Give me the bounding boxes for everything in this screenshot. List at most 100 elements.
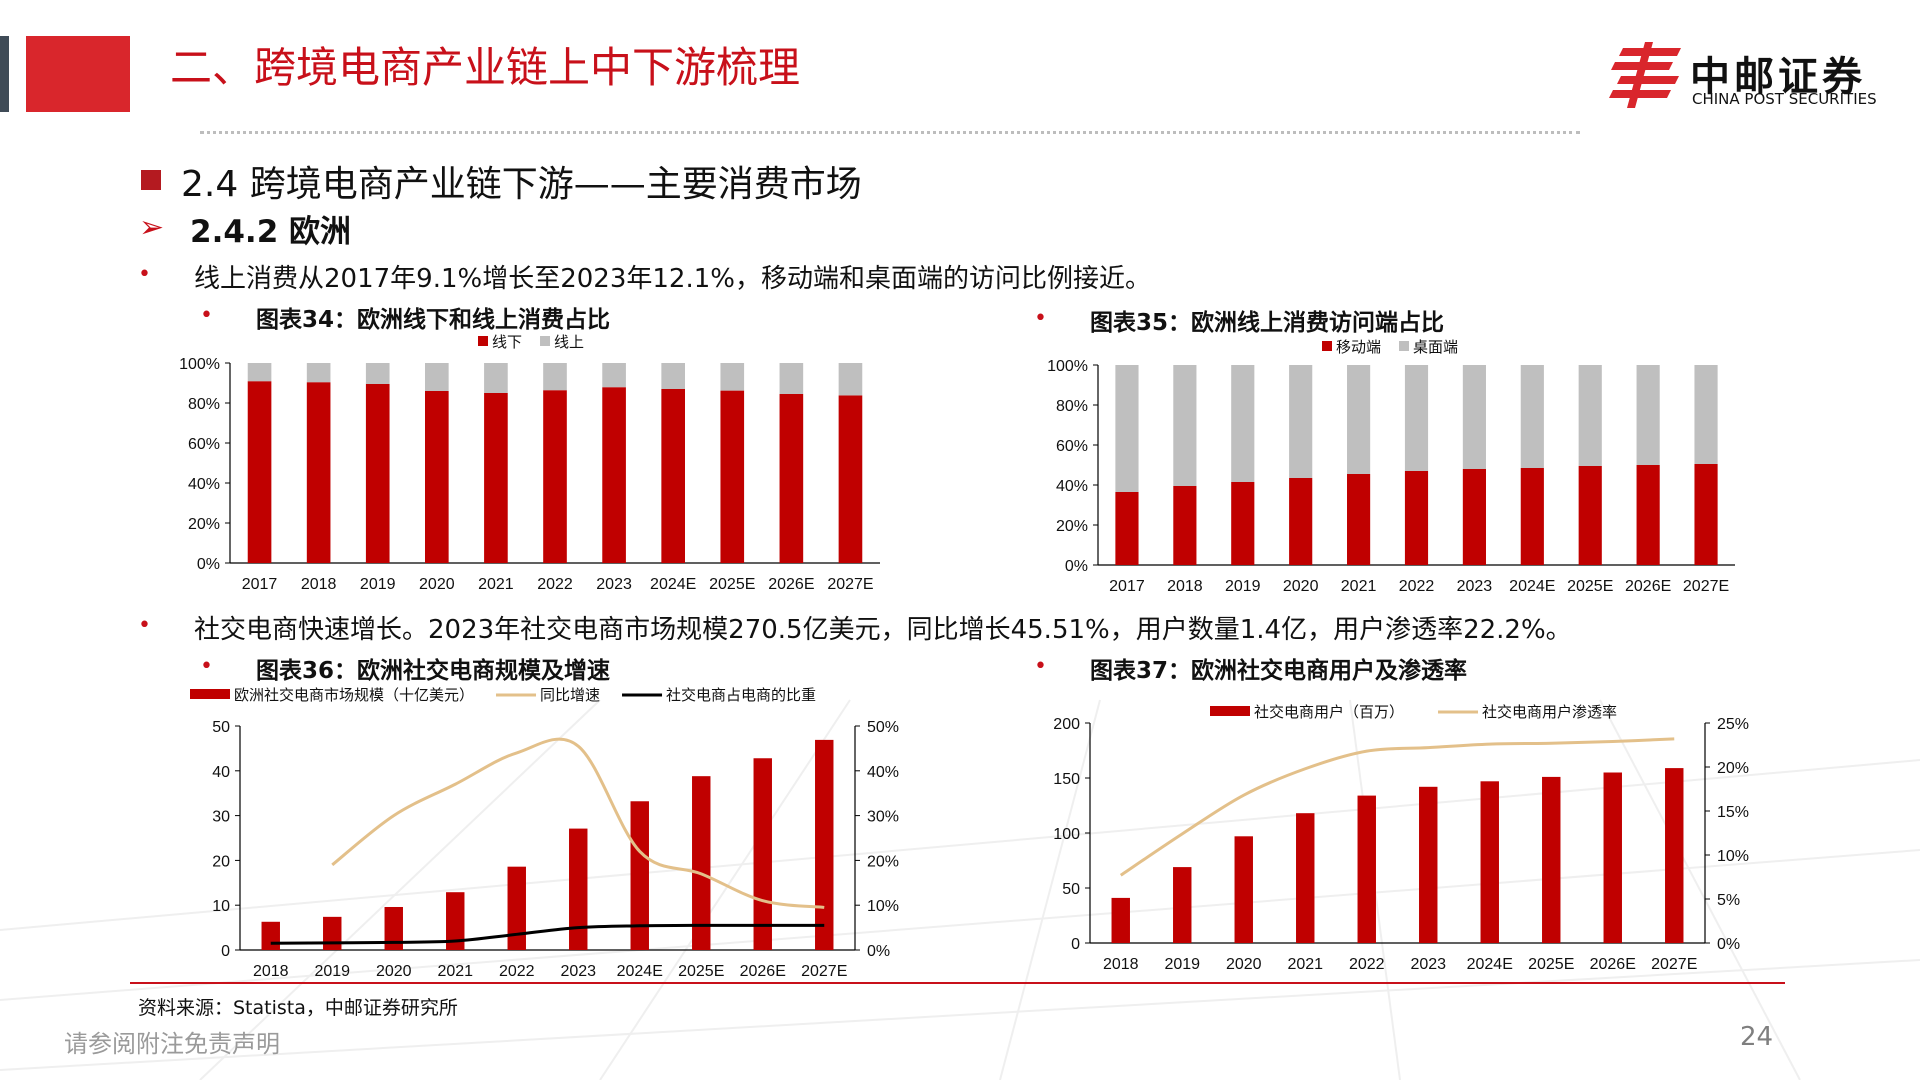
bar-2024E [1480, 781, 1499, 943]
bar-2019 [323, 916, 342, 950]
y-tick-label: 20% [188, 516, 220, 533]
bar-2027E [1665, 768, 1684, 943]
bar-1-2023 [1462, 365, 1486, 469]
x-tick-label: 2021 [437, 963, 473, 980]
x-tick-label: 2027E [827, 576, 873, 593]
x-tick-label: 2020 [419, 576, 455, 593]
x-tick-label: 2026E [1625, 578, 1671, 595]
logo-text-cn: 中邮证券 [1690, 54, 1866, 100]
bar-2025E [692, 776, 711, 950]
bar-0-2024E [1520, 468, 1544, 565]
legend-label-0: 欧洲社交电商市场规模（十亿美元） [234, 686, 474, 704]
x-tick-label: 2023 [1457, 578, 1493, 595]
bar-0-2021 [484, 393, 508, 563]
bar-2025E [1542, 776, 1561, 943]
logo-text-en: CHINA POST SECURITIES [1692, 90, 1877, 108]
y2-tick-label: 10% [867, 898, 899, 915]
legend-label-1: 桌面端 [1413, 338, 1458, 356]
y2-tick-label: 20% [867, 853, 899, 870]
section-square-icon [141, 170, 161, 190]
bullet-dot-icon: • [138, 262, 151, 287]
y-tick-label: 20% [1056, 518, 1088, 535]
x-tick-label: 2021 [1341, 578, 1377, 595]
bar-1-2017 [1115, 365, 1139, 492]
bar-2018 [1111, 897, 1130, 943]
x-tick-label: 2027E [1683, 578, 1729, 595]
x-tick-label: 2024E [617, 963, 663, 980]
x-tick-label: 2018 [301, 576, 337, 593]
y2-tick-label: 10% [1717, 848, 1749, 865]
y-tick-label: 20 [212, 853, 230, 870]
y-tick-label: 40% [1056, 478, 1088, 495]
bar-1-2019 [365, 363, 390, 384]
bullet-dot-icon: • [200, 303, 213, 328]
bar-0-2022 [543, 390, 567, 563]
y-tick-label: 0 [1071, 936, 1080, 953]
y2-tick-label: 0% [867, 943, 890, 960]
bar-2020 [384, 906, 403, 950]
x-tick-label: 2019 [314, 963, 350, 980]
x-tick-label: 2025E [1567, 578, 1613, 595]
page-number: 24 [1740, 1022, 1774, 1052]
y-tick-label: 30 [212, 809, 230, 826]
legend-swatch-0 [1210, 706, 1250, 716]
x-tick-label: 2023 [1410, 956, 1446, 973]
bar-1-2023 [602, 363, 626, 388]
bar-1-2021 [484, 363, 508, 393]
y2-tick-label: 15% [1717, 804, 1749, 821]
y-tick-label: 0% [1065, 558, 1088, 575]
x-tick-label: 2022 [537, 576, 573, 593]
bullet-dot-icon: • [138, 613, 151, 638]
legend-swatch-0 [478, 336, 488, 346]
x-tick-label: 2025E [709, 576, 755, 593]
bar-0-2017 [247, 381, 272, 563]
legend-label-0: 移动端 [1336, 338, 1381, 356]
x-tick-label: 2026E [740, 963, 786, 980]
bar-0-2025E [720, 390, 745, 563]
series-line-2 [270, 923, 825, 945]
y2-tick-label: 40% [867, 764, 899, 781]
bullet-text-2: 社交电商快速增长。2023年社交电商市场规模270.5亿美元，同比增长45.51… [194, 615, 1572, 645]
bar-0-2020 [425, 391, 449, 563]
bar-0-2018 [1173, 486, 1197, 565]
bar-0-2024E [661, 389, 685, 563]
x-tick-label: 2017 [242, 576, 278, 593]
bar-1-2021 [1347, 365, 1371, 474]
bar-2021 [446, 892, 465, 950]
y-tick-label: 40% [188, 476, 220, 493]
y-tick-label: 50 [1062, 881, 1080, 898]
bar-0-2025E [1578, 466, 1602, 565]
bar-2020 [1234, 836, 1253, 943]
china-post-logo-icon [1609, 42, 1681, 108]
bar-0-2019 [365, 384, 390, 563]
bar-2022 [1357, 795, 1376, 943]
bar-1-2017 [247, 363, 272, 382]
legend-swatch-0 [1322, 341, 1332, 351]
bar-0-2026E [779, 394, 804, 563]
slide-title: 二、跨境电商产业链上中下游梳理 [170, 43, 801, 92]
bar-0-2020 [1289, 478, 1313, 565]
x-tick-label: 2019 [360, 576, 396, 593]
arrow-bullet-icon: ➢ [139, 210, 165, 245]
y-tick-label: 40 [212, 764, 230, 781]
x-tick-label: 2026E [1590, 956, 1636, 973]
bar-1-2027E [1694, 365, 1718, 464]
y2-tick-label: 20% [1717, 760, 1749, 777]
x-tick-label: 2019 [1164, 956, 1200, 973]
bar-0-2027E [838, 395, 863, 563]
x-tick-label: 2023 [560, 963, 596, 980]
source-note: 资料来源：Statista，中邮证券研究所 [138, 997, 458, 1019]
chart34-stacked-bar: 线下 线上 0% 20% 40% 60% 80% 100% 2017 2018 2019 2020 20… [179, 333, 880, 593]
y-tick-label: 0% [197, 556, 220, 573]
bar-1-2020 [425, 363, 449, 391]
disclaimer: 请参阅附注免责声明 [64, 1030, 280, 1058]
y2-tick-label: 50% [867, 719, 899, 736]
bar-1-2025E [720, 363, 745, 391]
bar-1-2020 [1289, 365, 1313, 478]
legend-swatch-0 [190, 689, 230, 699]
x-tick-label: 2025E [678, 963, 724, 980]
y-tick-label: 100 [1053, 826, 1080, 843]
x-tick-label: 2020 [376, 963, 412, 980]
bar-2023 [1419, 786, 1438, 943]
bar-2024E [630, 801, 649, 950]
